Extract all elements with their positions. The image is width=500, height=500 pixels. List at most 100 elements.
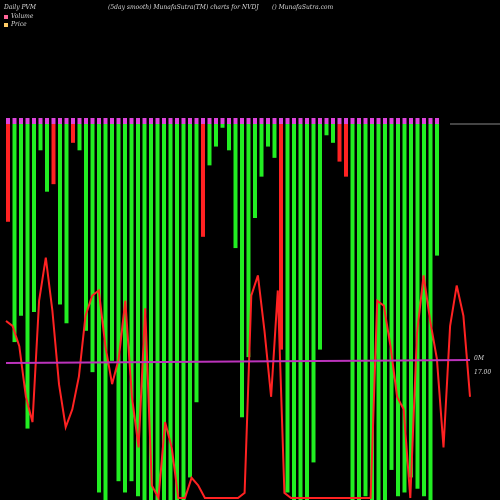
price-axis-label: 17.00 [474,369,491,376]
volume-bar [260,124,264,177]
volume-bar [78,124,82,150]
volume-bar-cap [286,118,290,124]
volume-bar-cap [357,118,361,124]
volume-axis-label: 0M [474,355,485,362]
volume-bar-cap [162,118,166,124]
volume-bar [175,124,179,500]
volume-bar-cap [32,118,36,124]
volume-bar [104,124,108,500]
volume-bar [299,124,303,500]
volume-bar-cap [84,118,88,124]
volume-bar [214,124,218,147]
volume-bar-cap [123,118,127,124]
volume-bar [435,124,439,256]
volume-bar-cap [344,118,348,124]
volume-bar-cap [396,118,400,124]
volume-bar [39,124,43,150]
volume-bar [65,124,69,323]
volume-bar-cap [71,118,75,124]
volume-bar [71,124,75,143]
volume-bar-cap [214,118,218,124]
volume-bar-cap [97,118,101,124]
volume-bar [32,124,36,312]
volume-bar [84,124,88,331]
volume-bar-cap [318,118,322,124]
volume-bar-cap [403,118,407,124]
volume-bar [253,124,257,218]
volume-bar-cap [45,118,49,124]
volume-bar [312,124,316,462]
volume-bar [305,124,309,500]
volume-bar [195,124,199,402]
volume-bar-cap [136,118,140,124]
volume-bar [201,124,205,237]
volume-bar-cap [247,118,251,124]
volume-bar-cap [188,118,192,124]
volume-bar-cap [91,118,95,124]
volume-bar-cap [19,118,23,124]
volume-bar-cap [26,118,30,124]
volume-bar-cap [279,118,283,124]
volume-bar [416,124,420,489]
volume-bar-cap [253,118,257,124]
volume-bar-cap [117,118,121,124]
volume-bar-cap [52,118,56,124]
volume-bar [325,124,329,135]
volume-bar [45,124,49,192]
volume-bar-cap [377,118,381,124]
volume-bar-cap [409,118,413,124]
volume-bar-cap [325,118,329,124]
volume-bar-cap [422,118,426,124]
volume-bar-cap [429,118,433,124]
volume-bar-cap [169,118,173,124]
volume-bar-cap [416,118,420,124]
volume-bar-cap [292,118,296,124]
volume-bar [52,124,56,184]
volume-bar-cap [58,118,62,124]
volume-bar-cap [260,118,264,124]
volume-bar-cap [78,118,82,124]
volume-bar [58,124,62,304]
volume-bar-cap [175,118,179,124]
volume-bar [117,124,121,481]
volume-bar [6,124,10,222]
volume-bar-cap [65,118,69,124]
volume-bars [6,118,439,500]
volume-bar-cap [208,118,212,124]
volume-bar-cap [240,118,244,124]
volume-bar-cap [156,118,160,124]
volume-bar [396,124,400,496]
volume-bar [234,124,238,248]
volume-bar [422,124,426,496]
volume-bar-cap [13,118,17,124]
volume-bar-cap [130,118,134,124]
volume-bar-cap [273,118,277,124]
average-line [6,360,470,363]
volume-bar-cap [104,118,108,124]
volume-bar [357,124,361,500]
volume-bar [19,124,23,316]
volume-bar [240,124,244,417]
volume-bar-cap [305,118,309,124]
volume-bar-cap [266,118,270,124]
volume-bar [344,124,348,177]
volume-bar-cap [351,118,355,124]
volume-bar [266,124,270,147]
volume-bar-cap [364,118,368,124]
volume-bar-cap [143,118,147,124]
volume-bar [286,124,290,492]
volume-bar-cap [234,118,238,124]
price-line [6,258,470,498]
volume-bar-cap [110,118,114,124]
volume-bar [130,124,134,481]
volume-bar [91,124,95,372]
volume-bar [13,124,17,342]
volume-bar-cap [149,118,153,124]
volume-bar [390,124,394,470]
volume-bar-cap [195,118,199,124]
volume-bar [208,124,212,165]
volume-bar-cap [370,118,374,124]
volume-bar [156,124,160,500]
volume-bar [331,124,335,143]
